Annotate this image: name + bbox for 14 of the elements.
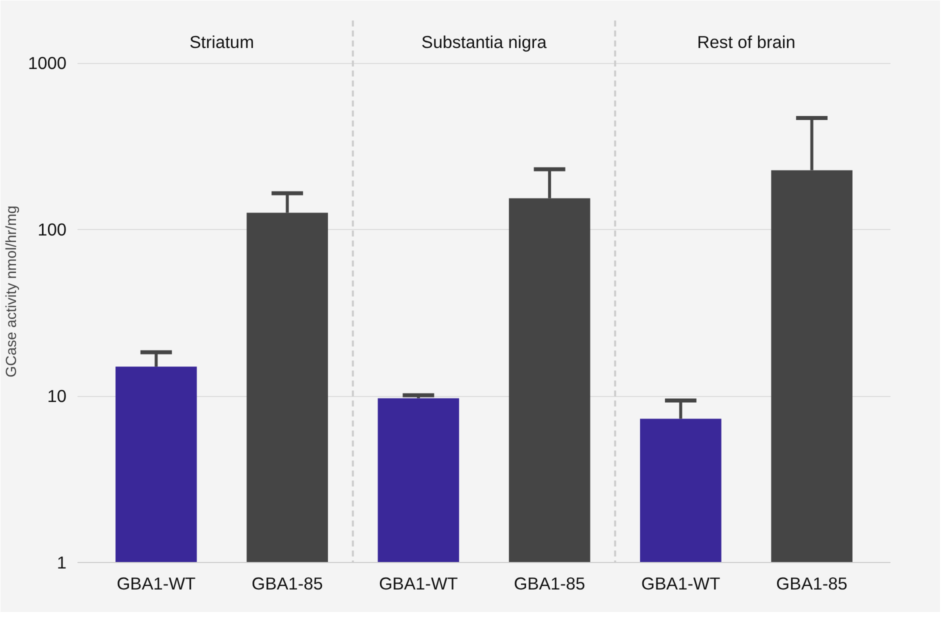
x-tick-label: GBA1-85 — [514, 574, 586, 594]
x-tick-label: GBA1-WT — [116, 574, 196, 594]
annotation: Substantia nigra — [421, 32, 547, 52]
y-tick-label: 100 — [38, 220, 67, 240]
x-tick-label: GBA1-85 — [252, 574, 323, 594]
x-tick-label: GBA1-WT — [378, 574, 458, 594]
x-tick-label: GBA1-85 — [776, 574, 848, 594]
x-tick-label: GBA1-WT — [641, 574, 721, 594]
y-tick-label: 10 — [47, 386, 67, 406]
annotation: Striatum — [189, 32, 254, 52]
y-tick-label: 1000 — [28, 53, 67, 74]
y-tick-label: 1 — [56, 552, 67, 572]
annotation: Rest of brain — [697, 32, 796, 52]
y-axis-title: GCase activity nmol/hr/mg — [4, 206, 20, 378]
